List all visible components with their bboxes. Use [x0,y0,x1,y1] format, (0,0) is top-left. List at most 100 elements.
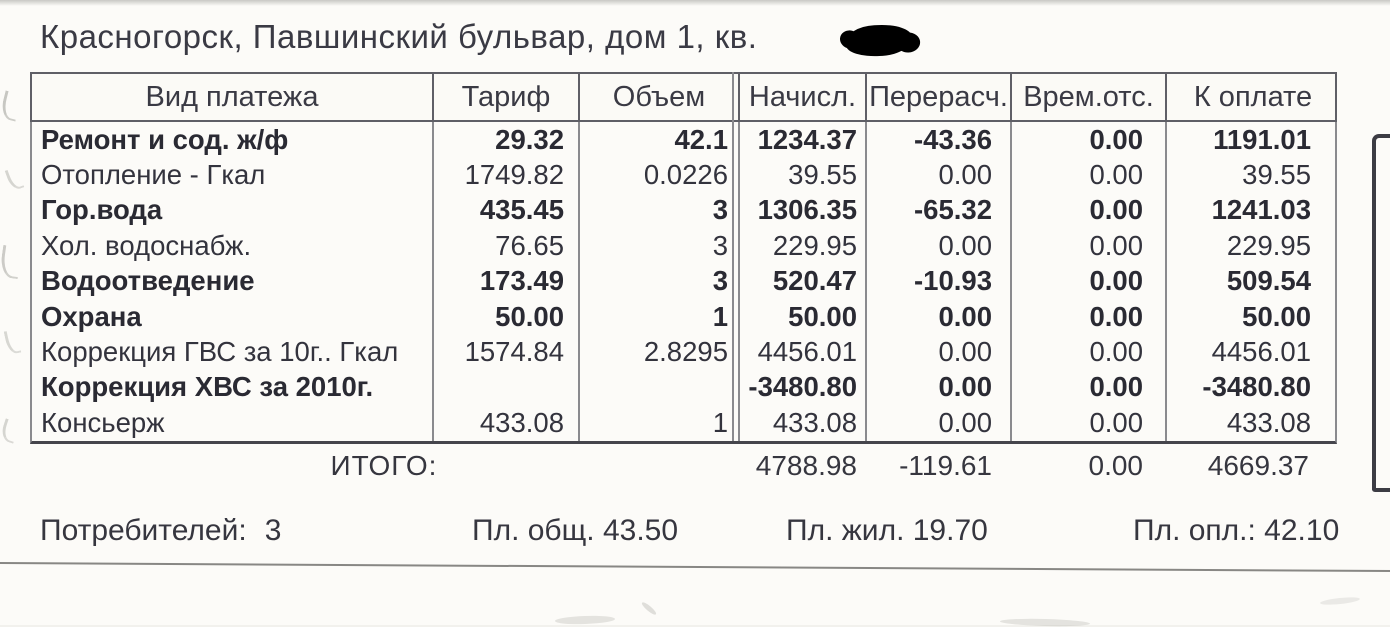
payment-type-cell: Коррекция ХВС за 2010г. [32,369,434,406]
consumers-count: Потребителей: 3 [40,514,281,548]
temp-absence-cell: 0.00 [1012,334,1167,370]
paper-tear-mark [4,166,25,192]
payment-type-cell: Хол. водоснабж. [32,228,434,264]
temp-absence-cell: 0.00 [1012,405,1167,441]
double-rule-line [732,72,734,441]
volume-cell: 2.8295 [580,334,740,370]
due-cell: -3480.80 [1202,371,1311,403]
volume-cell: 42.1 [580,122,740,158]
col-header-accrued: Начисл. [740,74,867,120]
totals-due: 4669.37 [1207,450,1309,481]
col-header-recalc: Перерасч. [867,74,1012,120]
totals-recalc: -119.61 [899,450,992,481]
payment-type-cell: Ремонт и сод. ж/ф [32,122,434,158]
summary-footer: Потребителей: 3 Пл. общ. 43.50 Пл. жил. 1… [0,514,1390,556]
totals-temp-absence: 0.00 [1088,450,1144,481]
tariff-cell: 29.32 [434,122,580,158]
tariff-cell: 435.45 [434,192,580,229]
accrued-cell: 50.00 [740,298,867,335]
payment-type-cell: Охрана [32,298,434,335]
paper-tear-mark [0,244,23,280]
volume-cell: 1 [580,298,740,335]
volume-cell: 3 [580,263,740,299]
consumers-value: 3 [264,514,282,547]
payment-type-cell: Консьерж [32,405,434,441]
tariff-cell: 1749.82 [434,157,580,193]
adjacent-form-box [1372,134,1390,492]
accrued-cell: 229.95 [740,228,867,264]
col-header-due: К оплате [1193,80,1313,113]
accrued-cell: 39.55 [740,157,867,193]
col-header-temp-absence: Врем.отс. [1012,74,1167,120]
recalc-cell: 0.00 [867,298,1012,335]
due-cell: 4456.01 [1211,336,1311,368]
scan-smudge [999,617,1091,627]
table-header-row: Вид платежа Тариф Объем Начисл. Перерасч… [30,72,1337,122]
recalc-cell: 0.00 [867,405,1012,441]
temp-absence-cell: 0.00 [1012,298,1167,335]
col-header-tariff: Тариф [434,74,580,120]
totals-label: ИТОГО: [330,450,438,481]
volume-cell: 0.0226 [580,157,740,193]
temp-absence-cell: 0.00 [1012,228,1167,264]
accrued-cell: 1234.37 [740,122,867,158]
due-cell: 229.95 [1226,229,1311,261]
redaction-mark [845,23,913,58]
paper-tear-mark [3,328,22,356]
accrued-cell: 433.08 [740,405,867,441]
scan-edge-artifact [0,0,1390,6]
paper-edge-line [0,562,1390,573]
paid-area: Пл. опл.: 42.10 [1133,514,1340,547]
scan-smudge [1319,595,1361,607]
living-area: Пл. жил. 19.70 [786,514,988,547]
table-body: Ремонт и сод. ж/ф 29.32 42.1 1234.37 -43… [30,122,1337,444]
tariff-cell: 433.08 [434,405,580,441]
paper-tear-mark [0,418,21,444]
address-line: Красногорск, Павшинский бульвар, дом 1, … [40,18,758,55]
due-cell: 1241.03 [1211,194,1311,226]
volume-cell: 3 [580,228,740,264]
volume-cell: 3 [580,192,740,229]
temp-absence-cell: 0.00 [1012,369,1167,406]
scan-smudge [554,614,616,626]
col-header-payment-type: Вид платежа [32,74,434,120]
consumers-label: Потребителей: [40,514,247,547]
volume-cell [580,369,740,406]
tariff-cell: 50.00 [434,298,580,335]
due-cell: 433.08 [1226,406,1311,438]
payment-type-cell: Коррекция ГВС за 10г.. Гкал [32,334,434,370]
due-cell: 1191.01 [1213,123,1311,155]
recalc-cell: 0.00 [867,334,1012,370]
accrued-cell: 520.47 [740,263,867,299]
recalc-cell: 0.00 [867,369,1012,406]
due-cell: 50.00 [1242,300,1311,332]
due-cell: 509.54 [1226,265,1311,297]
temp-absence-cell: 0.00 [1012,192,1167,229]
recalc-cell: -10.93 [867,263,1012,299]
recalc-cell: 0.00 [867,157,1012,193]
temp-absence-cell: 0.00 [1012,157,1167,193]
tariff-cell [434,369,580,406]
total-area: Пл. общ. 43.50 [472,514,679,547]
paper-tear-mark [0,90,23,122]
recalc-cell: 0.00 [867,228,1012,264]
payment-type-cell: Водоотведение [32,263,434,299]
recalc-cell: -43.36 [867,122,1012,158]
temp-absence-cell: 0.00 [1012,263,1167,299]
accrued-cell: 4456.01 [740,334,867,370]
scan-smudge [640,600,658,617]
payment-type-cell: Гор.вода [32,192,434,229]
accrued-cell: -3480.80 [740,369,867,406]
accrued-cell: 1306.35 [740,192,867,229]
payment-type-cell: Отопление - Гкал [32,157,434,193]
due-cell: 39.55 [1242,159,1311,191]
temp-absence-cell: 0.00 [1012,122,1167,158]
tariff-cell: 173.49 [434,263,580,299]
tariff-cell: 76.65 [434,228,580,264]
col-header-volume: Объем [580,74,740,120]
totals-row: ИТОГО: 4788.98 -119.61 0.00 4669.37 [30,443,1333,489]
tariff-cell: 1574.84 [434,334,580,370]
recalc-cell: -65.32 [867,192,1012,229]
volume-cell: 1 [580,405,740,441]
